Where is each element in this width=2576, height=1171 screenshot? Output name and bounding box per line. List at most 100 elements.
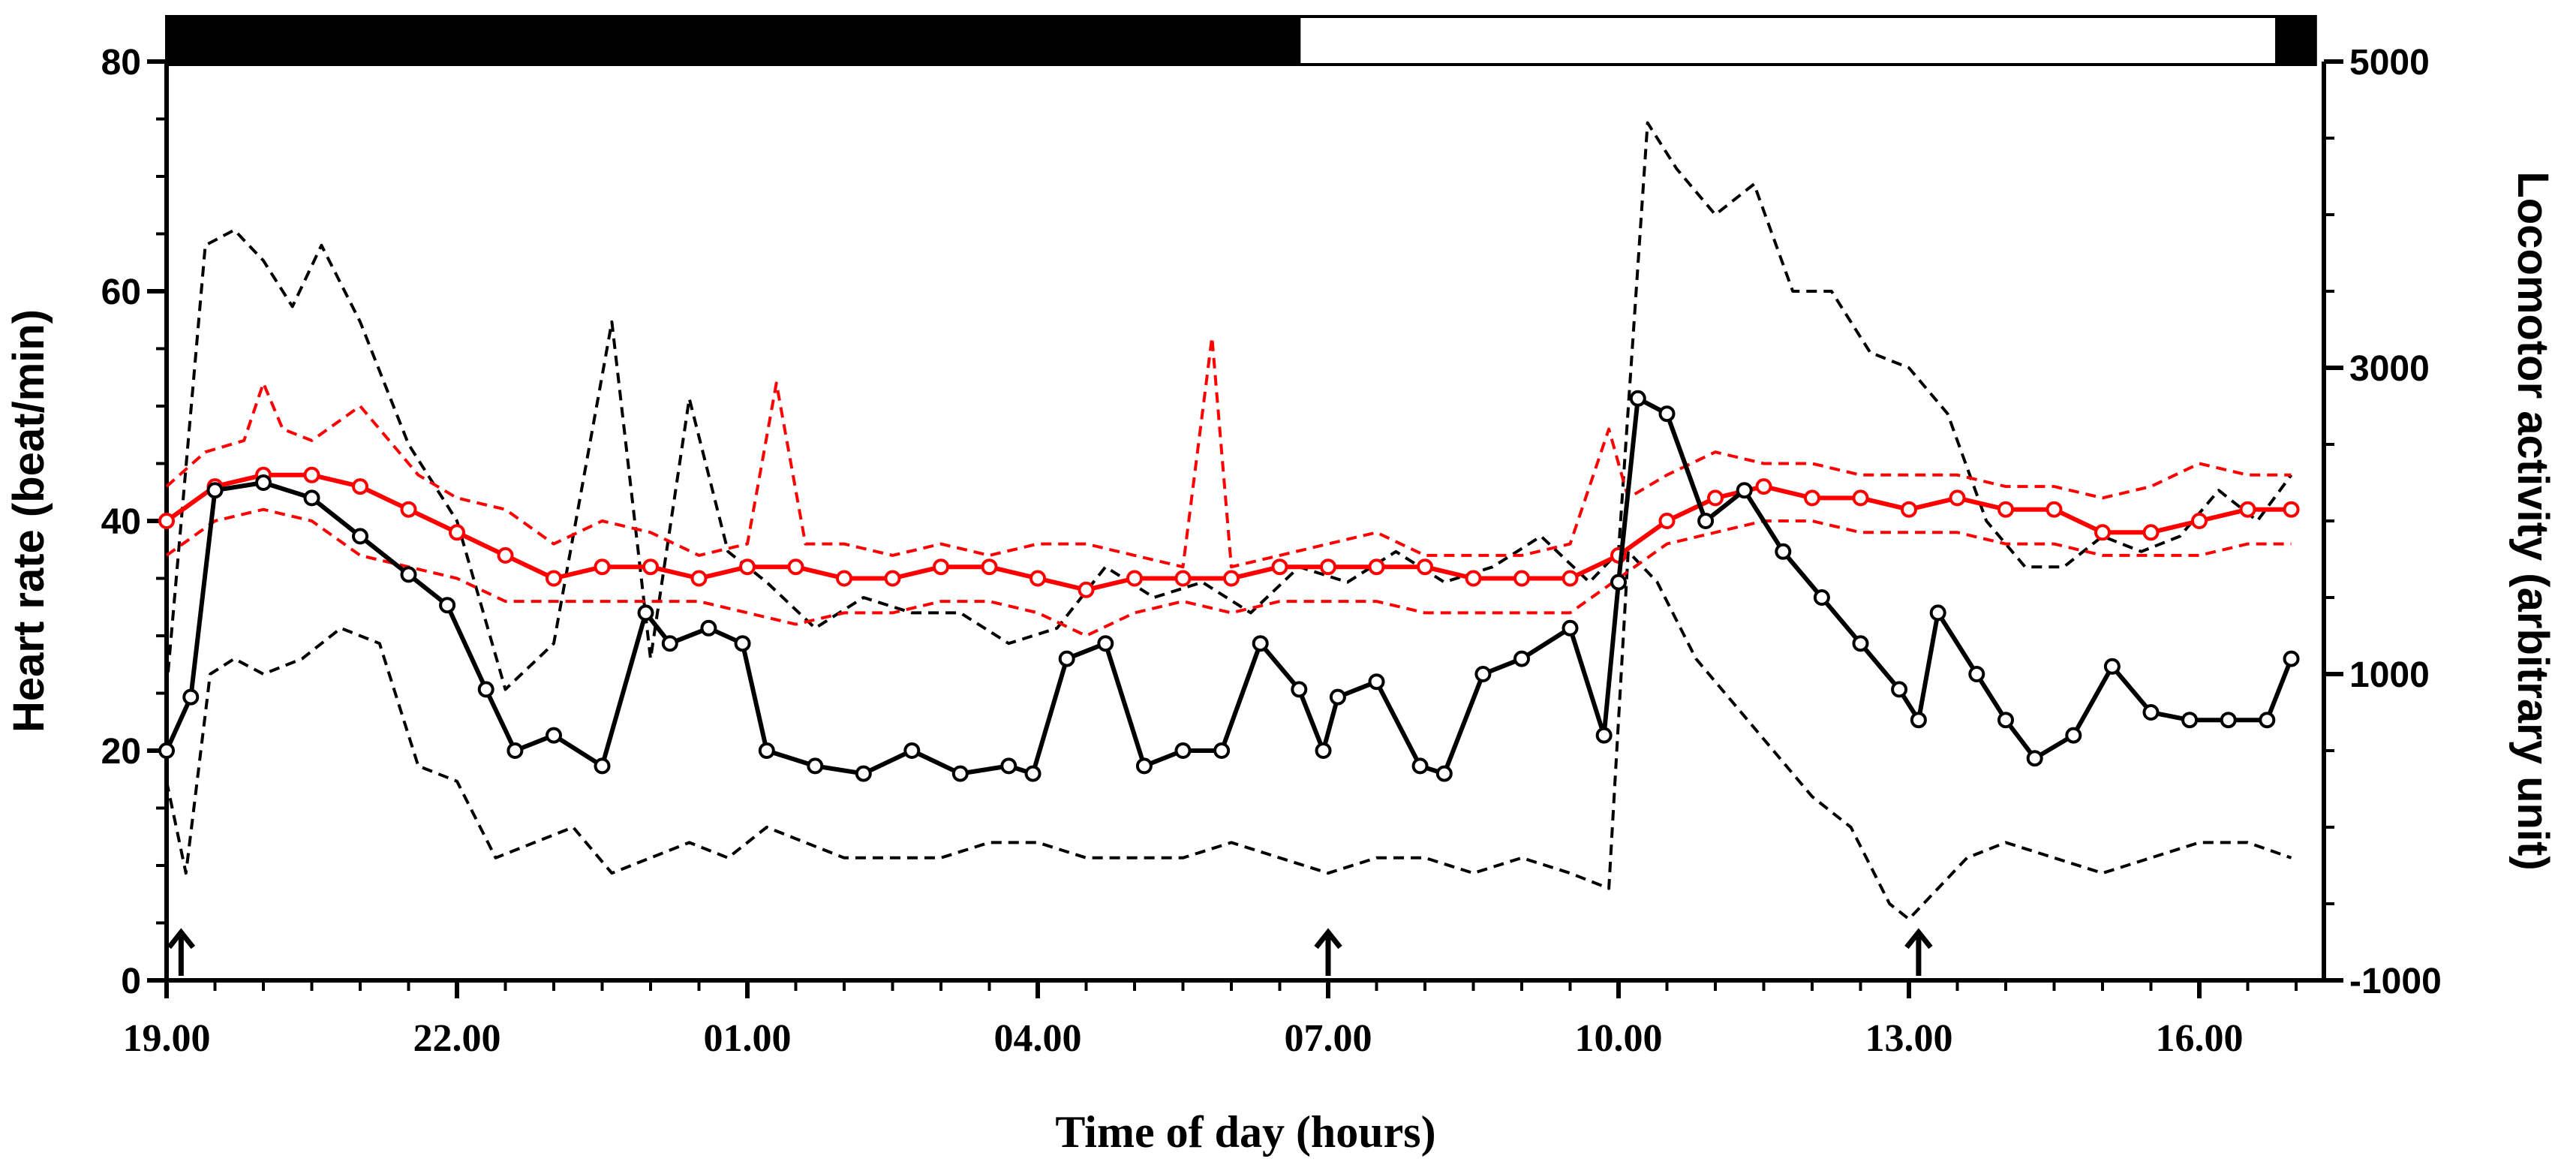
data-point <box>1658 513 1676 529</box>
data-point <box>1595 727 1613 744</box>
x-tick-label: 22.00 <box>413 1017 501 1060</box>
data-point <box>1736 482 1753 499</box>
data-point <box>1804 489 1820 507</box>
data-point <box>1058 650 1075 667</box>
data-point <box>807 757 824 775</box>
data-point <box>1968 666 1985 682</box>
data-point <box>1562 570 1579 587</box>
data-point <box>2259 712 2276 729</box>
data-point <box>1997 501 2014 518</box>
data-point <box>206 482 224 499</box>
x-tick-label: 16.00 <box>2156 1017 2244 1060</box>
data-point <box>787 558 804 576</box>
data-point <box>1174 742 1192 759</box>
arrow-head <box>167 928 196 950</box>
data-point <box>836 570 852 587</box>
y2-tick-label: 5000 <box>2349 43 2430 83</box>
data-point <box>352 478 368 495</box>
data-point <box>933 558 949 576</box>
data-point <box>1465 570 1482 587</box>
light-dark-segment-light <box>1297 15 2279 66</box>
data-point <box>303 489 320 507</box>
y2-tick-label: 1000 <box>2349 655 2430 695</box>
data-point <box>2220 712 2237 729</box>
data-point <box>158 742 175 759</box>
data-point <box>2191 513 2208 529</box>
data-point <box>1000 757 1017 775</box>
data-point <box>1329 688 1346 706</box>
data-point <box>2239 501 2256 518</box>
arrow-head <box>1904 928 1933 950</box>
data-point <box>1813 589 1830 606</box>
data-point <box>1126 570 1143 587</box>
data-point <box>439 597 456 614</box>
data-point <box>352 528 368 545</box>
data-point <box>1901 501 1917 518</box>
data-point <box>1078 581 1095 598</box>
light-dark-segment-dark <box>165 15 1301 66</box>
data-point <box>594 757 611 775</box>
data-point <box>2142 704 2160 721</box>
ticks <box>147 59 2343 998</box>
data-point <box>1891 681 1908 698</box>
data-point <box>158 513 175 529</box>
light-dark-segment-dark <box>2275 15 2317 66</box>
data-point <box>1513 570 1530 587</box>
data-point <box>1852 489 1869 507</box>
data-point <box>400 501 417 518</box>
data-point <box>1949 489 1966 507</box>
data-point <box>1910 712 1927 729</box>
data-point <box>1097 635 1114 652</box>
data-point <box>951 765 969 782</box>
y-tick-label: 60 <box>101 272 141 312</box>
data-point <box>303 466 320 483</box>
data-point <box>400 566 417 583</box>
data-point <box>1435 765 1453 782</box>
data-point <box>182 688 200 706</box>
data-point <box>2026 750 2043 767</box>
x-tick-label: 07.00 <box>1285 1017 1372 1060</box>
y-tick-label: 20 <box>101 732 141 772</box>
data-point <box>2142 524 2160 541</box>
data-point <box>1658 405 1676 423</box>
data-point <box>739 558 756 576</box>
data-point <box>1252 635 1269 652</box>
y2-tick-label: -1000 <box>2349 962 2442 1001</box>
data-point <box>637 604 654 622</box>
data-point <box>1513 650 1530 667</box>
data-point <box>1629 390 1646 407</box>
x-tick-label: 13.00 <box>1865 1017 1953 1060</box>
arrows <box>167 928 1933 976</box>
data-point <box>1315 742 1332 759</box>
data-point <box>1320 558 1336 576</box>
data-point <box>477 681 494 698</box>
data-point <box>642 558 659 576</box>
data-point <box>2103 658 2121 675</box>
data-point <box>1610 573 1627 591</box>
data-point <box>1174 570 1192 587</box>
data-point <box>1852 635 1869 652</box>
data-point <box>594 558 611 576</box>
data-point <box>2181 712 2199 729</box>
data-point <box>734 635 751 652</box>
data-point <box>1271 558 1288 576</box>
data-point <box>2065 727 2082 744</box>
data-point <box>690 570 708 587</box>
data-point <box>2283 501 2300 518</box>
data-point <box>255 474 272 491</box>
data-point <box>758 742 775 759</box>
data-point <box>903 742 921 759</box>
y2-axis-title: Locomotor activity (arbitrary unit) <box>2508 171 2557 870</box>
y-tick-label: 80 <box>101 43 141 83</box>
data-point <box>1417 558 1433 576</box>
series-line <box>165 507 2292 637</box>
data-point <box>546 570 562 587</box>
x-tick-label: 01.00 <box>704 1017 792 1060</box>
data-point <box>884 570 901 587</box>
series-line <box>165 121 2293 691</box>
data-point <box>855 765 872 782</box>
data-point <box>1697 513 1715 529</box>
y2-tick-label: 3000 <box>2349 349 2430 389</box>
x-tick-label: 10.00 <box>1575 1017 1663 1060</box>
